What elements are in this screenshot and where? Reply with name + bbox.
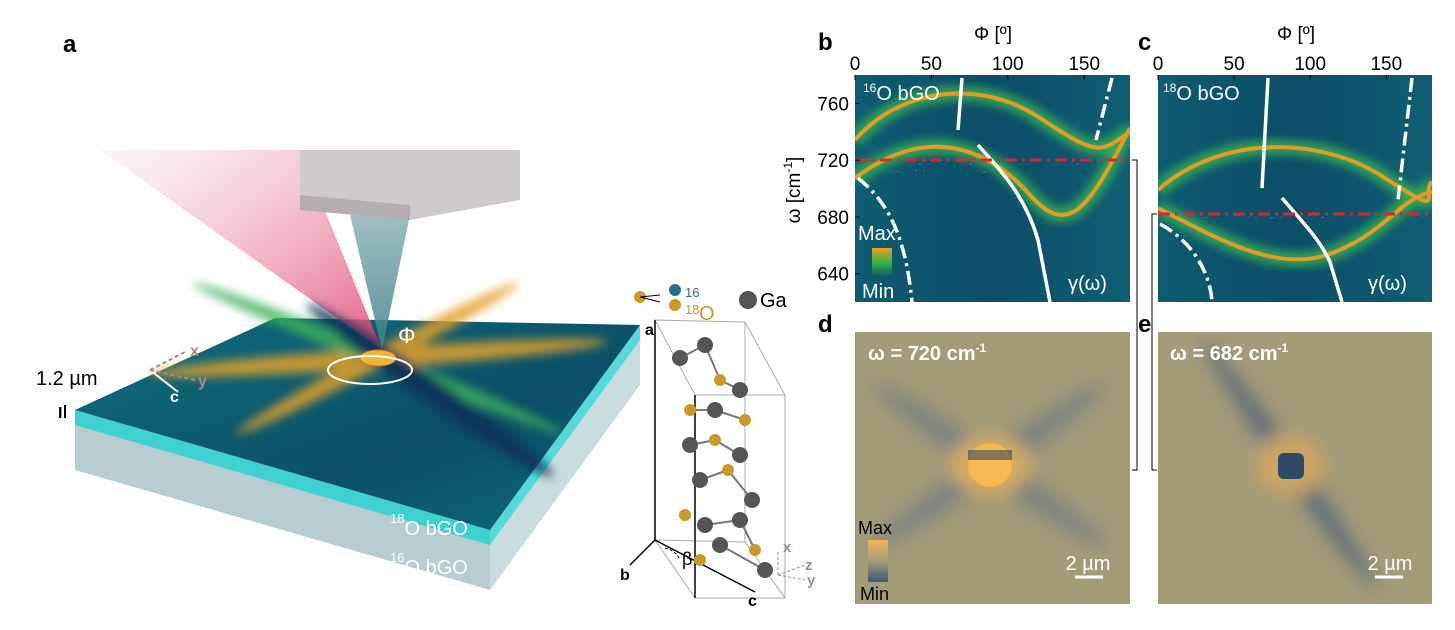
colorbar-max: Max (858, 223, 896, 245)
axes-c: 0 50 100 150 (1153, 54, 1402, 80)
panel-label: a (63, 31, 77, 58)
scale-bar-label: 2 µm (1066, 553, 1111, 575)
curve-label: γ(ω) (1068, 273, 1107, 295)
y-axis-title: ω [cm-1] (781, 157, 805, 224)
superscript: -1 (1278, 341, 1289, 355)
axis-label: y (198, 373, 207, 390)
angle-label: β (682, 549, 692, 569)
colorbar-min: Min (862, 281, 894, 303)
superscript: 16 (390, 550, 404, 565)
heatmap (855, 75, 1130, 302)
bracket (1132, 159, 1138, 471)
sample-name: O bGO (876, 83, 939, 105)
layer-name: O bGO (404, 518, 467, 540)
scale-bar-label: 2 µm (1368, 553, 1413, 575)
heatmap (1158, 75, 1432, 302)
panel-label: c (1138, 29, 1151, 56)
sample-name: O bGO (1176, 83, 1239, 105)
thickness-mark: I (58, 405, 62, 422)
x-axis-title: Φ [º] (974, 24, 1012, 45)
x-tick-label: 50 (921, 54, 942, 75)
y-tick-label: 760 (817, 94, 849, 115)
superscript: -1 (781, 162, 795, 173)
title-text: ] (784, 157, 805, 162)
x-tick-label: 50 (1224, 54, 1245, 75)
x-tick-label: 150 (1370, 54, 1402, 75)
legend-element: Ga (760, 290, 788, 312)
axis-label: y (807, 572, 816, 589)
curve-label: γ(ω) (1368, 273, 1407, 295)
layer-label: 18O bGO (390, 511, 468, 540)
axis-label: x (783, 539, 792, 556)
legend-isotope: 16 (685, 285, 699, 300)
bracket (1151, 213, 1157, 471)
near-field-image (855, 332, 1130, 604)
axis-label: a (212, 320, 221, 337)
near-field-image (1158, 332, 1432, 604)
crystal-structure (629, 284, 806, 599)
axis-label: b (620, 567, 630, 584)
sample-label: 18O bGO (1163, 81, 1240, 105)
colorbar-max: Max (858, 518, 892, 538)
angle-label: Φ (398, 323, 416, 348)
image-title: ω = 682 cm-1 (1170, 341, 1289, 365)
x-tick-label: 0 (850, 54, 861, 75)
superscript: -1 (976, 341, 987, 355)
axis-label: c (748, 593, 757, 610)
axis-label: x (190, 343, 199, 360)
superscript: 18 (1163, 81, 1177, 95)
x-tick-label: 0 (1153, 54, 1164, 75)
y-tick-label: 680 (817, 208, 849, 229)
x-tick-label: 100 (1294, 54, 1326, 75)
panel-label: b (818, 29, 833, 56)
y-tick-label: 640 (817, 265, 849, 286)
superscript: 18 (390, 511, 404, 526)
x-axis-title: Φ [º] (1277, 24, 1315, 45)
axes-b: 0 50 100 150 760 720 680 640 (817, 54, 1100, 286)
x-tick-label: 150 (1068, 54, 1100, 75)
axis-label: a (645, 322, 654, 339)
axis-label: c (170, 389, 179, 406)
legend-element: O (699, 303, 715, 325)
title-text: ω [cm (784, 173, 805, 224)
axis-label: z (805, 557, 813, 574)
sample-label: 16O bGO (863, 81, 940, 105)
title-text: ω = 720 cm (868, 343, 976, 365)
layer-label: 16O bGO (390, 550, 468, 579)
panel-label: d (818, 311, 833, 338)
layer-name: O bGO (404, 557, 467, 579)
colorbar-min: Min (860, 584, 889, 604)
legend-isotope: 18 (685, 302, 699, 317)
x-tick-label: 100 (992, 54, 1024, 75)
thickness-label: 1.2 µm (36, 368, 98, 390)
slab-illustration (64, 150, 640, 590)
title-text: ω = 682 cm (1170, 343, 1278, 365)
image-title: ω = 720 cm-1 (868, 341, 987, 365)
superscript: 16 (863, 81, 877, 95)
y-tick-label: 720 (817, 151, 849, 172)
panel-label: e (1138, 311, 1151, 338)
